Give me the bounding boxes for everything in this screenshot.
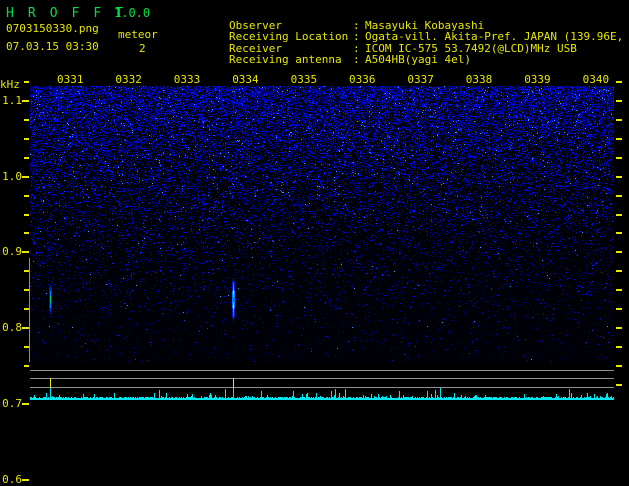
reference-line-1 <box>30 370 614 371</box>
metadata-block: Observer: Masayuki Kobayashi Receiving Lo… <box>176 8 629 66</box>
metadata-value: A504HB(yagi 4el) <box>364 53 471 66</box>
frequency-minor-tick <box>24 194 29 197</box>
reference-line-2 <box>30 378 614 379</box>
frequency-tick-right <box>616 270 622 273</box>
frequency-minor-tick <box>24 364 29 367</box>
frequency-tick-label: 1.1 <box>2 94 22 107</box>
metadata-colon: : <box>352 30 360 43</box>
frequency-tick-right <box>616 81 622 84</box>
frequency-tick-right <box>616 308 622 311</box>
frequency-minor-tick <box>24 81 29 84</box>
frequency-tick-right <box>616 194 622 197</box>
frequency-major-tick <box>22 478 29 481</box>
metadata-colon: : <box>352 41 360 55</box>
frequency-tick-right <box>616 232 622 235</box>
frequency-major-tick <box>22 175 29 178</box>
frequency-tick-label: 1.0 <box>2 169 22 183</box>
frequency-tick-right <box>616 364 622 367</box>
time-tick-label: 0336 <box>349 73 376 86</box>
frequency-axis-unit-label: kHz <box>0 78 20 91</box>
time-tick-label: 0339 <box>524 73 551 86</box>
frequency-major-tick <box>22 327 29 330</box>
frequency-major-tick <box>22 402 29 405</box>
frequency-tick-label: 0.8 <box>2 321 22 335</box>
time-tick-label: 0340 <box>582 73 610 86</box>
frequency-minor-tick <box>24 346 29 349</box>
header-panel: H R O F F T 1.0.0 0703150330.png 07.03.1… <box>0 0 629 66</box>
time-tick-label: 0334 <box>232 73 259 86</box>
frequency-minor-tick <box>24 289 29 292</box>
metadata-value: ICOM IC-575 53.7492(@LCD)MHz USB <box>364 41 577 55</box>
frequency-minor-tick <box>24 213 29 216</box>
metadata-row-receiving-location: Receiving Location: Ogata-vill. Akita-Pre… <box>176 20 629 43</box>
spectrogram-canvas <box>30 86 614 362</box>
metadata-colon: : <box>352 18 360 32</box>
metadata-key: Receiving Location <box>228 30 349 43</box>
metadata-key: Observer <box>228 18 282 32</box>
spectrogram-plot <box>30 86 614 362</box>
frequency-tick-right <box>616 137 622 140</box>
time-tick-label: 0333 <box>173 73 201 86</box>
app-version: 1.0.0 <box>114 6 151 20</box>
event-count-label: 2 <box>139 42 146 55</box>
time-tick-label: 0337 <box>407 73 434 86</box>
frequency-major-tick <box>22 100 29 102</box>
metadata-key: Receiving antenna <box>228 53 342 66</box>
event-type-label: meteor <box>118 28 158 41</box>
frequency-tick-right <box>616 346 622 349</box>
frequency-tick-right <box>616 383 622 386</box>
metadata-row-observer: Observer: Masayuki Kobayashi <box>176 8 629 31</box>
frequency-tick-label: 0.6 <box>2 472 22 486</box>
frequency-major-tick <box>22 251 29 254</box>
datetime-label: 07.03.15 03:30 <box>6 40 99 53</box>
frequency-minor-tick <box>24 232 29 235</box>
frequency-tick-right <box>616 118 622 121</box>
frequency-tick-right <box>616 213 622 216</box>
frequency-tick-right <box>616 251 622 254</box>
metadata-row-receiving-antenna: Receiving antenna: A504HB(yagi 4el) <box>176 43 629 66</box>
metadata-value: Ogata-vill. Akita-Pref. JAPAN (139.96E, … <box>364 30 624 43</box>
amplitude-waveform-canvas <box>30 388 614 400</box>
frequency-minor-tick <box>24 137 29 140</box>
time-tick-label: 0332 <box>115 73 142 86</box>
frequency-minor-tick <box>24 270 29 273</box>
time-tick-label: 0335 <box>290 73 318 86</box>
app-title: H R O F F T <box>6 6 127 21</box>
frequency-tick-right <box>616 175 622 178</box>
amplitude-panel <box>0 362 629 400</box>
reference-line-3 <box>30 387 614 388</box>
metadata-value: Masayuki Kobayashi <box>364 18 485 32</box>
frequency-minor-tick <box>24 118 29 121</box>
time-tick-label: 0331 <box>57 73 84 86</box>
frequency-minor-tick <box>24 308 29 311</box>
filename-label: 0703150330.png <box>6 22 99 35</box>
frequency-minor-tick <box>24 156 29 159</box>
time-tick-label: 0338 <box>465 73 493 86</box>
axis-separator-line <box>29 258 30 362</box>
frequency-tick-right <box>616 100 622 102</box>
frequency-axis-right <box>616 78 629 393</box>
frequency-axis-left: kHz 1.1 1.0 0.9 0.8 0.7 0.6 <box>0 78 30 486</box>
frequency-tick-right <box>616 289 622 292</box>
frequency-tick-right <box>616 327 622 330</box>
frequency-tick-right <box>616 156 622 159</box>
metadata-colon: : <box>352 53 360 66</box>
metadata-key: Receiver <box>228 41 282 55</box>
metadata-row-receiver: Receiver: ICOM IC-575 53.7492(@LCD)MHz US… <box>176 31 629 54</box>
frequency-tick-label: 0.9 <box>2 245 22 259</box>
